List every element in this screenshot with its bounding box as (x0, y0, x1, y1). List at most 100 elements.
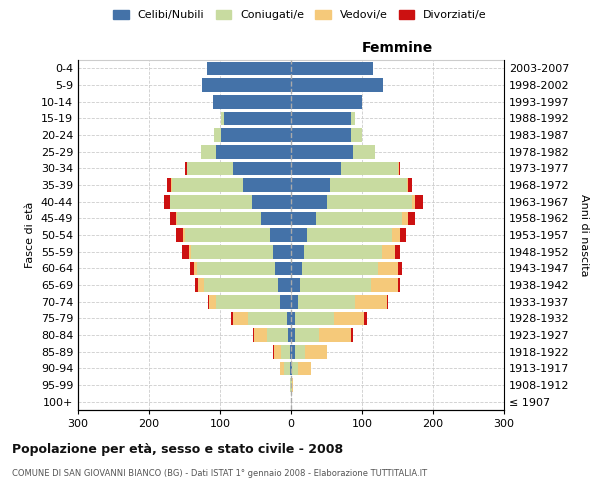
Bar (201, 145, 217, 158)
Legend: Celibi/Nubili, Coniugati/e, Vedovi/e, Divorziati/e: Celibi/Nubili, Coniugati/e, Vedovi/e, Di… (109, 6, 491, 25)
Bar (292, 362, 298, 375)
Bar (170, 212, 176, 225)
Bar (398, 262, 402, 275)
Bar (190, 245, 191, 258)
Bar (198, 278, 203, 292)
Bar (341, 162, 398, 175)
Text: Popolazione per età, sesso e stato civile - 2008: Popolazione per età, sesso e stato civil… (12, 442, 343, 456)
Bar (233, 162, 291, 175)
Bar (194, 262, 197, 275)
Bar (291, 162, 341, 175)
Bar (304, 245, 382, 258)
Bar (291, 345, 295, 358)
Bar (316, 212, 403, 225)
Bar (371, 278, 398, 292)
Bar (270, 228, 291, 242)
Bar (408, 178, 412, 192)
Bar (298, 295, 355, 308)
Bar (288, 328, 291, 342)
Y-axis label: Fasce di età: Fasce di età (25, 202, 35, 268)
Bar (185, 228, 270, 242)
Bar (209, 295, 217, 308)
Bar (291, 278, 299, 292)
Bar (208, 295, 209, 308)
Bar (170, 195, 252, 208)
Bar (207, 62, 291, 75)
Bar (290, 345, 291, 358)
Bar (291, 228, 307, 242)
Text: COMUNE DI SAN GIOVANNI BIANCO (BG) - Dati ISTAT 1° gennaio 2008 - Elaborazione T: COMUNE DI SAN GIOVANNI BIANCO (BG) - Dat… (12, 469, 427, 478)
Bar (281, 345, 290, 358)
Bar (364, 312, 367, 325)
Bar (298, 362, 311, 375)
Bar (291, 295, 298, 308)
Bar (398, 162, 399, 175)
Bar (233, 312, 248, 325)
Bar (352, 328, 353, 342)
Bar (232, 312, 233, 325)
Bar (287, 312, 291, 325)
Bar (171, 178, 172, 192)
Bar (382, 245, 395, 258)
Bar (415, 195, 423, 208)
Bar (403, 212, 408, 225)
Bar (295, 345, 305, 358)
Bar (290, 378, 291, 392)
Bar (187, 162, 233, 175)
Bar (379, 262, 398, 275)
Bar (203, 278, 278, 292)
Bar (352, 112, 355, 125)
Bar (253, 328, 254, 342)
Bar (353, 145, 375, 158)
Bar (291, 95, 362, 108)
Bar (290, 362, 291, 375)
Bar (213, 95, 291, 108)
Bar (302, 262, 379, 275)
Bar (191, 245, 272, 258)
Bar (272, 345, 274, 358)
Bar (307, 228, 392, 242)
Bar (221, 128, 291, 142)
Bar (291, 195, 326, 208)
Bar (392, 228, 400, 242)
Bar (412, 195, 415, 208)
Bar (291, 128, 352, 142)
Bar (299, 278, 371, 292)
Bar (267, 328, 288, 342)
Bar (400, 228, 406, 242)
Bar (280, 362, 284, 375)
Bar (407, 178, 408, 192)
Bar (291, 62, 373, 75)
Bar (243, 178, 291, 192)
Bar (183, 228, 185, 242)
Bar (176, 228, 183, 242)
Bar (252, 195, 291, 208)
Bar (217, 295, 280, 308)
Bar (305, 345, 326, 358)
Bar (190, 262, 194, 275)
Bar (291, 328, 295, 342)
Bar (399, 162, 400, 175)
Bar (254, 328, 267, 342)
Bar (221, 112, 224, 125)
Bar (185, 162, 187, 175)
Bar (224, 112, 291, 125)
Bar (395, 245, 400, 258)
Bar (182, 245, 190, 258)
Text: Femmine: Femmine (362, 41, 433, 55)
Bar (291, 145, 353, 158)
Y-axis label: Anni di nascita: Anni di nascita (579, 194, 589, 276)
Bar (291, 378, 292, 392)
Bar (398, 278, 400, 292)
Bar (284, 362, 290, 375)
Bar (248, 312, 287, 325)
Bar (275, 262, 291, 275)
Bar (291, 362, 292, 375)
Bar (291, 262, 302, 275)
Bar (278, 278, 291, 292)
Bar (330, 178, 407, 192)
Bar (291, 245, 304, 258)
Bar (291, 78, 383, 92)
Bar (291, 212, 316, 225)
Bar (178, 212, 261, 225)
